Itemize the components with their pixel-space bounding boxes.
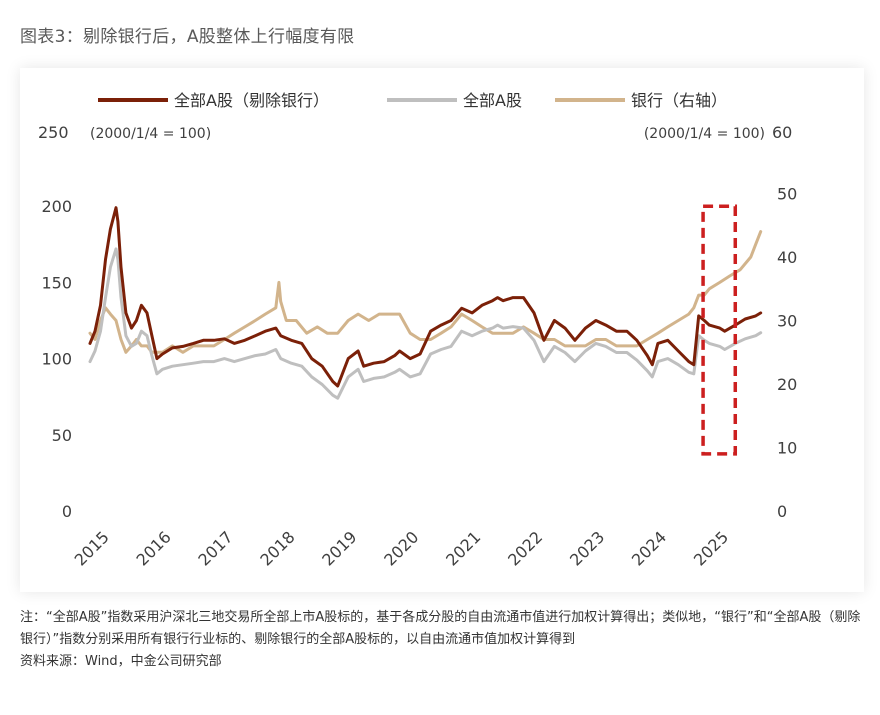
legend-label-ex-bank: 全部A股（剔除银行） [174,91,329,110]
x-tick-label: 2016 [133,527,175,569]
x-tick-label: 2022 [504,527,546,569]
highlight-box [701,204,738,456]
right-tick-label: 20 [777,375,797,394]
x-tick-label: 2015 [71,527,113,569]
x-tick-label: 2023 [566,527,608,569]
x-tick-label: 2021 [442,527,484,569]
x-tick-label: 2019 [318,527,360,569]
left-tick-label: 100 [41,350,72,369]
left-axis: 0 50 100 150 200 250 [38,123,72,521]
plot-lines [88,206,763,400]
left-tick-label: 150 [41,273,72,292]
figure-title: 图表3：剔除银行后，A股整体上行幅度有限 [20,27,355,47]
right-tick-label: 0 [777,502,787,521]
left-tick-label: 200 [41,197,72,216]
right-tick-label: 10 [777,439,797,458]
left-tick-label: 250 [38,123,69,142]
x-tick-label: 2018 [256,527,298,569]
right-tick-label: 40 [777,248,797,267]
right-tick-label: 50 [777,185,797,204]
left-tick-label: 50 [52,426,72,445]
series-line-ex-bank [88,206,763,388]
x-tick-label: 2024 [628,527,670,569]
footnotes: 注：“全部A股”指数采用沪深北三地交易所全部上市A股标的，基于各成分股的自由流通… [20,607,865,673]
right-axis-unit-note: (2000/1/4 = 100) [644,126,765,142]
source-text: 资料来源：Wind，中金公司研究部 [20,654,222,669]
series-line-all-a [88,247,763,400]
right-tick-label: 30 [777,312,797,331]
left-tick-label: 0 [62,502,72,521]
chart: 全部A股（剔除银行） 全部A股 银行（右轴） (2000/1/4 = 100) … [38,91,797,570]
x-tick-label: 2025 [690,527,732,569]
legend-label-bank: 银行（右轴） [631,91,727,110]
x-tick-label: 2017 [194,527,236,569]
legend: 全部A股（剔除银行） 全部A股 银行（右轴） [98,91,727,110]
note-text: 注：“全部A股”指数采用沪深北三地交易所全部上市A股标的，基于各成分股的自由流通… [20,610,861,647]
series-line-bank [88,230,763,354]
legend-label-all-a: 全部A股 [463,91,522,110]
x-tick-label: 2020 [380,527,422,569]
x-axis: 2015 2016 2017 2018 2019 2020 2021 2022 2023 2024… [71,527,732,569]
left-axis-unit-note: (2000/1/4 = 100) [90,126,211,142]
right-axis: 0 10 20 30 40 50 60 [772,123,797,521]
right-tick-label: 60 [772,123,792,142]
